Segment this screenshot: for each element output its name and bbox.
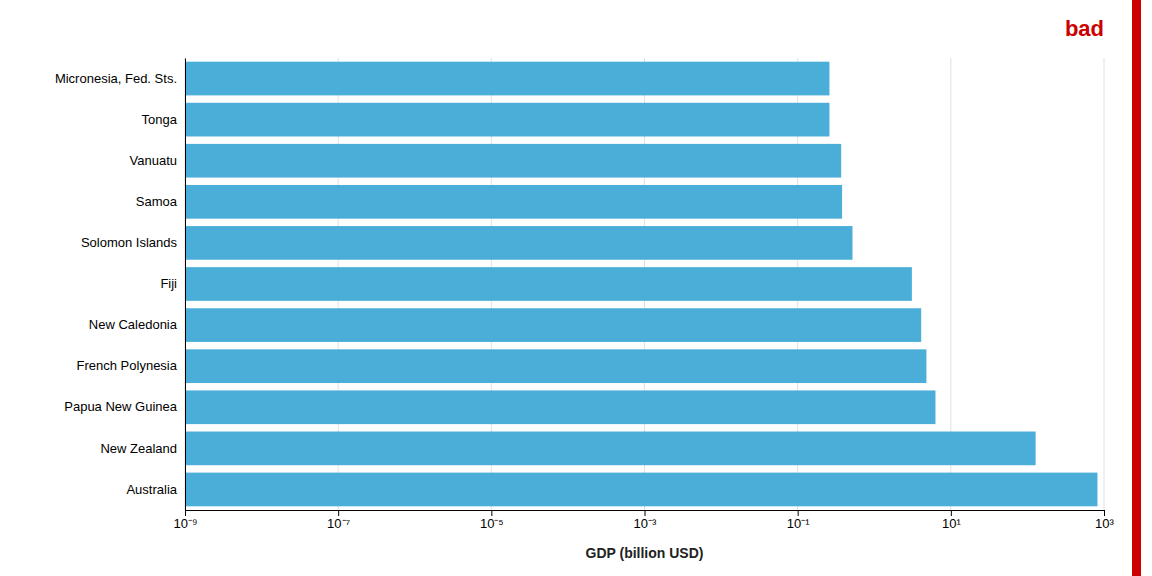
y-tick-label: Tonga <box>142 112 178 127</box>
y-tick: French Polynesia <box>77 358 185 373</box>
y-tick: Tonga <box>142 112 185 127</box>
y-tick-label: New Caledonia <box>89 317 178 332</box>
x-tick-mark <box>951 510 952 516</box>
y-tick: New Zealand <box>100 441 185 456</box>
x-tick-mark <box>798 510 799 516</box>
y-axis: Australia New Zealand Papua New Guinea Fren… <box>55 59 186 511</box>
edge-stripe <box>1132 0 1141 576</box>
bars <box>185 62 1097 507</box>
x-tick-mark <box>491 510 492 516</box>
bar <box>185 226 853 260</box>
y-tick-label: Samoa <box>136 194 178 209</box>
y-tick-label: Solomon Islands <box>81 235 178 250</box>
bar <box>185 62 829 96</box>
y-tick: New Caledonia <box>89 317 185 332</box>
x-axis-line <box>186 511 1105 517</box>
y-tick-label: Micronesia, Fed. Sts. <box>55 71 177 86</box>
y-tick-label: New Zealand <box>100 441 177 456</box>
bar <box>185 144 841 178</box>
y-tick: Fiji <box>160 276 185 291</box>
y-tick: Papua New Guinea <box>64 399 185 414</box>
annotation: bad <box>1065 16 1104 41</box>
x-tick: 10³ <box>1095 510 1114 531</box>
y-tick-label: French Polynesia <box>77 358 178 373</box>
grid-line <box>1104 58 1105 510</box>
plot-area: 10⁻⁹ 10⁻⁷ 10⁻⁵ 10⁻³ 10⁻¹ 10¹ 10³ Australia New Z… <box>55 58 1115 531</box>
bar <box>185 267 912 301</box>
y-axis-line <box>185 59 186 511</box>
x-tick-label: 10⁻⁹ <box>173 516 197 531</box>
y-tick-label: Fiji <box>160 276 177 291</box>
y-tick-label: Vanuatu <box>130 153 177 168</box>
x-tick-mark <box>645 510 646 516</box>
bar <box>185 432 1036 466</box>
x-tick-label: 10⁻⁷ <box>327 516 350 531</box>
x-tick-label: 10¹ <box>942 516 961 531</box>
x-tick-mark <box>1104 510 1105 516</box>
x-tick-label: 10⁻⁵ <box>480 516 504 531</box>
bar <box>185 308 921 342</box>
x-tick: 10¹ <box>942 510 961 531</box>
grid <box>185 58 1104 510</box>
x-tick: 10⁻³ <box>634 510 657 531</box>
x-tick: 10⁻⁷ <box>327 510 350 531</box>
y-tick: Solomon Islands <box>81 235 185 250</box>
x-tick: 10⁻⁵ <box>480 510 504 531</box>
x-axis-title: GDP (billion USD) <box>586 545 704 561</box>
bar <box>185 473 1097 507</box>
y-tick: Micronesia, Fed. Sts. <box>55 71 185 86</box>
y-tick-label: Australia <box>126 482 177 497</box>
grid-line <box>185 58 186 510</box>
x-axis: 10⁻⁹ 10⁻⁷ 10⁻⁵ 10⁻³ 10⁻¹ 10¹ 10³ <box>173 510 1114 531</box>
y-tick-label: Papua New Guinea <box>64 399 178 414</box>
x-tick: 10⁻¹ <box>787 510 810 531</box>
bar <box>185 390 935 424</box>
y-tick: Samoa <box>136 194 185 209</box>
x-tick: 10⁻⁹ <box>173 510 197 531</box>
x-tick-label: 10³ <box>1095 516 1114 531</box>
bar <box>185 349 926 383</box>
x-tick-label: 10⁻¹ <box>787 516 810 531</box>
x-tick-mark <box>185 510 186 516</box>
y-tick: Australia <box>126 482 185 497</box>
y-tick: Vanuatu <box>130 153 185 168</box>
chart-svg: 10⁻⁹ 10⁻⁷ 10⁻⁵ 10⁻³ 10⁻¹ 10¹ 10³ Australia New Z… <box>0 0 1152 576</box>
bar <box>185 185 842 219</box>
bar <box>185 103 829 137</box>
x-tick-mark <box>338 510 339 516</box>
x-tick-label: 10⁻³ <box>634 516 657 531</box>
